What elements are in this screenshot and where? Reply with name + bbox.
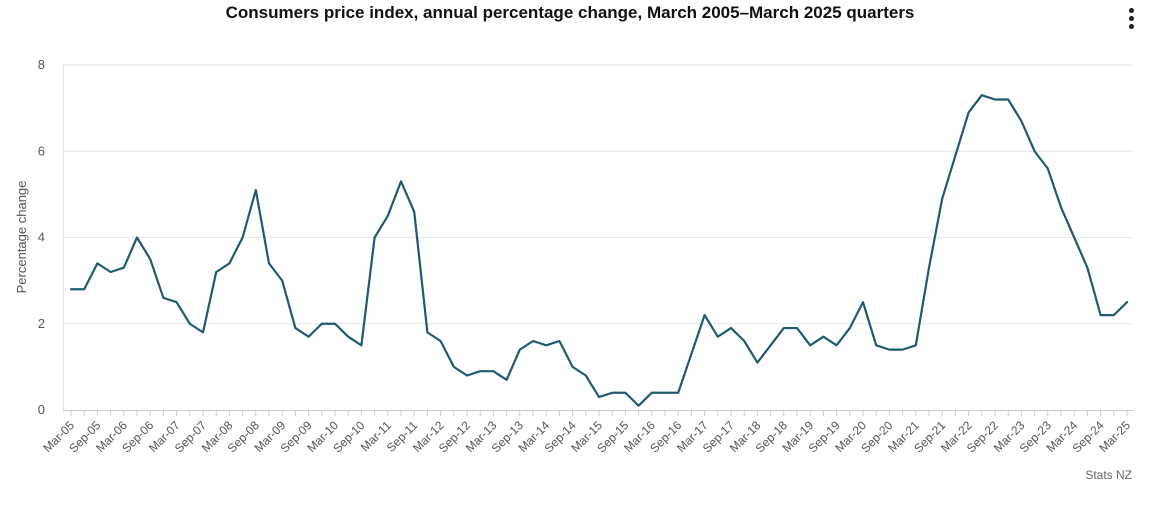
y-tick-label: 2 xyxy=(38,316,45,331)
grid-lines xyxy=(63,64,1133,411)
y-tick-label: 6 xyxy=(38,143,45,158)
x-axis-ticks: Mar-05Sep-05Mar-06Sep-06Mar-07Sep-07Mar-… xyxy=(40,410,1133,455)
chart-title: Consumers price index, annual percentage… xyxy=(225,3,915,22)
source-credit: Stats NZ xyxy=(1085,468,1132,482)
y-tick-label: 0 xyxy=(38,402,45,417)
chart-menu-button[interactable] xyxy=(1120,8,1142,32)
series-line xyxy=(69,94,1129,407)
y-tick-label: 8 xyxy=(38,57,45,72)
vertical-ellipsis-icon xyxy=(1120,8,1142,29)
y-axis-label: Percentage change xyxy=(14,181,29,294)
y-tick-label: 4 xyxy=(38,230,45,245)
y-axis-ticks: 0 2 4 6 8 xyxy=(38,57,45,417)
